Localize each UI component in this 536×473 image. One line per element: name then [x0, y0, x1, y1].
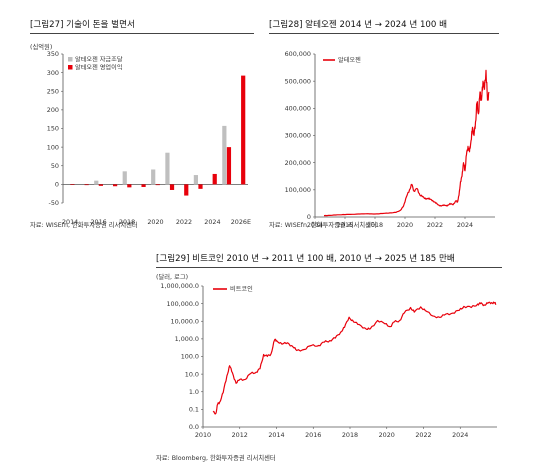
bar-operating-profit — [113, 184, 118, 187]
x-tick-label: 2020 — [397, 221, 413, 229]
bar-funding — [94, 180, 99, 185]
x-tick-label: 2022 — [415, 431, 431, 439]
y-tick-label: 150 — [47, 125, 59, 133]
source-note: 자료: Bloomberg, 한화투자증권 리서치센터 — [156, 455, 276, 462]
bar-operating-profit — [241, 75, 246, 185]
x-tick-label: 2018 — [342, 431, 358, 439]
y-tick-label: -50 — [49, 199, 59, 207]
legend-swatch — [68, 57, 73, 62]
x-tick-label: 2016 — [337, 221, 353, 229]
bar-operating-profit — [212, 173, 217, 185]
y-tick-label: 100 — [47, 143, 59, 151]
log-line-chart: 0.0 0.1 1.0 10.0 100.0 1,000.0 10,000.0 100,000… — [160, 282, 497, 439]
bar-funding — [165, 152, 170, 185]
y-tick-label: 100,000.0 — [166, 300, 199, 308]
y-tick-label: 300,000 — [285, 132, 311, 140]
chart-title: [그림28] 알테오젠 2014 년 → 2024 년 100 배 — [269, 20, 447, 30]
y-tick-label: 10,000.0 — [171, 317, 199, 325]
y-tick-label: 250 — [47, 87, 59, 95]
panel-27: [그림27] 기술이 돈을 벌면서 (십억원) -50 0 50 100 150 200 2… — [30, 18, 254, 233]
unit-label: (십억원) — [30, 44, 53, 51]
x-tick-label: 2020 — [379, 431, 395, 439]
source-note: 자료: WISEfn, 한화투자증권 리서치센터 — [269, 222, 377, 229]
source-note: 자료: WISEfn, 한화투자증권 리서치센터 — [30, 222, 138, 229]
bar-operating-profit — [184, 184, 189, 196]
bar-operating-profit — [169, 184, 175, 190]
x-tick-label: 2012 — [232, 431, 248, 439]
x-tick-label: 2016 — [90, 218, 106, 226]
bar-operating-profit — [70, 184, 75, 185]
legend-label: 알테오젠 자금조달 — [75, 56, 123, 64]
y-tick-label: 0 — [307, 213, 311, 221]
y-tick-label: 1,000,000.0 — [160, 282, 199, 290]
bar-operating-profit — [198, 184, 203, 189]
y-tick-label: 200,000 — [285, 159, 311, 167]
bar-operating-profit — [98, 184, 103, 186]
y-tick-label: 1.0 — [189, 388, 199, 396]
unit-label: (달러, 로그) — [156, 274, 189, 281]
chart-title: [그림29] 비트코인 2010 년 → 2011 년 100 배, 2010 … — [156, 254, 455, 264]
x-tick-label: 2024 — [457, 221, 473, 229]
legend-swatch — [68, 65, 73, 70]
bar-funding — [222, 125, 227, 185]
y-tick-label: 10.0 — [185, 370, 199, 378]
y-tick-label: 500,000 — [285, 77, 311, 85]
bar-operating-profit — [226, 147, 232, 185]
bar-operating-profit — [127, 184, 132, 188]
series-line-bitcoin — [212, 301, 497, 415]
bar-operating-profit — [141, 184, 146, 187]
x-tick-label: 2010 — [195, 431, 211, 439]
y-tick-label: 0 — [55, 181, 59, 189]
panel-28: [그림28] 알테오젠 2014 년 → 2024 년 100 배 0 100,0… — [269, 18, 499, 233]
x-tick-label: 2016 — [305, 431, 321, 439]
y-tick-label: 200 — [47, 106, 59, 114]
x-tick-label: 2018 — [119, 218, 135, 226]
x-tick-label: 2022 — [427, 221, 443, 229]
y-tick-label: 350 — [47, 50, 59, 58]
bar-funding — [151, 169, 156, 185]
y-tick-label: 0.1 — [189, 406, 199, 414]
series-line-alteogen — [323, 69, 490, 217]
x-tick-label: 2024 — [204, 218, 220, 226]
y-tick-label: 400,000 — [285, 105, 311, 113]
y-tick-label: 0.0 — [189, 423, 199, 431]
legend-label: 알테오젠 — [338, 56, 361, 64]
title-rule — [30, 33, 254, 34]
bar-operating-profit — [155, 184, 160, 186]
bar-funding — [122, 171, 127, 185]
legend-label: 알테오젠 영업이익 — [75, 64, 123, 72]
x-tick-label: 2026E — [231, 218, 251, 226]
y-tick-label: 1,000.0 — [175, 335, 199, 343]
chart-title: [그림27] 기술이 돈을 벌면서 — [30, 20, 135, 30]
bar-funding — [193, 175, 198, 185]
bar-chart: -50 0 50 100 150 200 250 300 350 2014 2016 2018 2020… — [47, 50, 251, 226]
x-tick-label: 2024 — [452, 431, 468, 439]
y-tick-label: 100.0 — [181, 353, 199, 361]
x-tick-label: 2014 — [62, 218, 78, 226]
x-tick-label: 2020 — [147, 218, 163, 226]
panel-29: [그림29] 비트코인 2010 년 → 2011 년 100 배, 2010 … — [156, 252, 502, 467]
y-tick-label: 600,000 — [285, 50, 311, 58]
title-rule — [269, 33, 499, 34]
y-tick-label: 300 — [47, 69, 59, 77]
x-tick-label: 2014 — [307, 221, 323, 229]
bar-operating-profit — [84, 184, 89, 186]
y-tick-label: 100,000 — [285, 186, 311, 194]
x-tick-label: 2014 — [268, 431, 284, 439]
line-chart: 0 100,000 200,000 300,000 400,000 500,000 600,… — [285, 50, 495, 229]
title-rule — [156, 267, 502, 268]
y-tick-label: 50 — [51, 162, 59, 170]
legend-label: 비트코인 — [230, 285, 253, 293]
x-tick-label: 2018 — [367, 221, 383, 229]
x-tick-label: 2022 — [176, 218, 192, 226]
